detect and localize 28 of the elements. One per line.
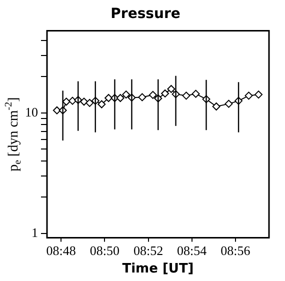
point xyxy=(148,90,157,99)
point xyxy=(161,89,170,98)
y-tick-label: 1 xyxy=(32,224,38,240)
y-tick-label: 10 xyxy=(25,104,38,120)
point xyxy=(86,98,94,107)
y-axis-title: pe [dyn cm-2] xyxy=(4,97,24,172)
point xyxy=(182,92,190,100)
x-tick-label: 08:54 xyxy=(177,243,208,258)
point xyxy=(138,93,146,102)
point xyxy=(68,96,76,105)
x-tick-label: 08:56 xyxy=(220,243,251,258)
point xyxy=(212,102,220,111)
point xyxy=(62,98,70,106)
point xyxy=(192,90,200,98)
x-tick-label: 08:48 xyxy=(46,243,76,258)
x-tick-label: 08:50 xyxy=(90,243,120,258)
point xyxy=(167,84,176,93)
x-tick-label: 08:52 xyxy=(134,243,164,258)
point xyxy=(104,94,113,102)
chart-title: Pressure xyxy=(110,6,180,22)
x-axis-title: Time [UT] xyxy=(122,262,194,277)
point xyxy=(80,98,88,106)
point xyxy=(98,100,106,108)
point xyxy=(224,100,233,108)
point xyxy=(244,92,253,100)
point xyxy=(122,90,130,99)
point xyxy=(254,90,263,99)
point xyxy=(116,94,124,102)
